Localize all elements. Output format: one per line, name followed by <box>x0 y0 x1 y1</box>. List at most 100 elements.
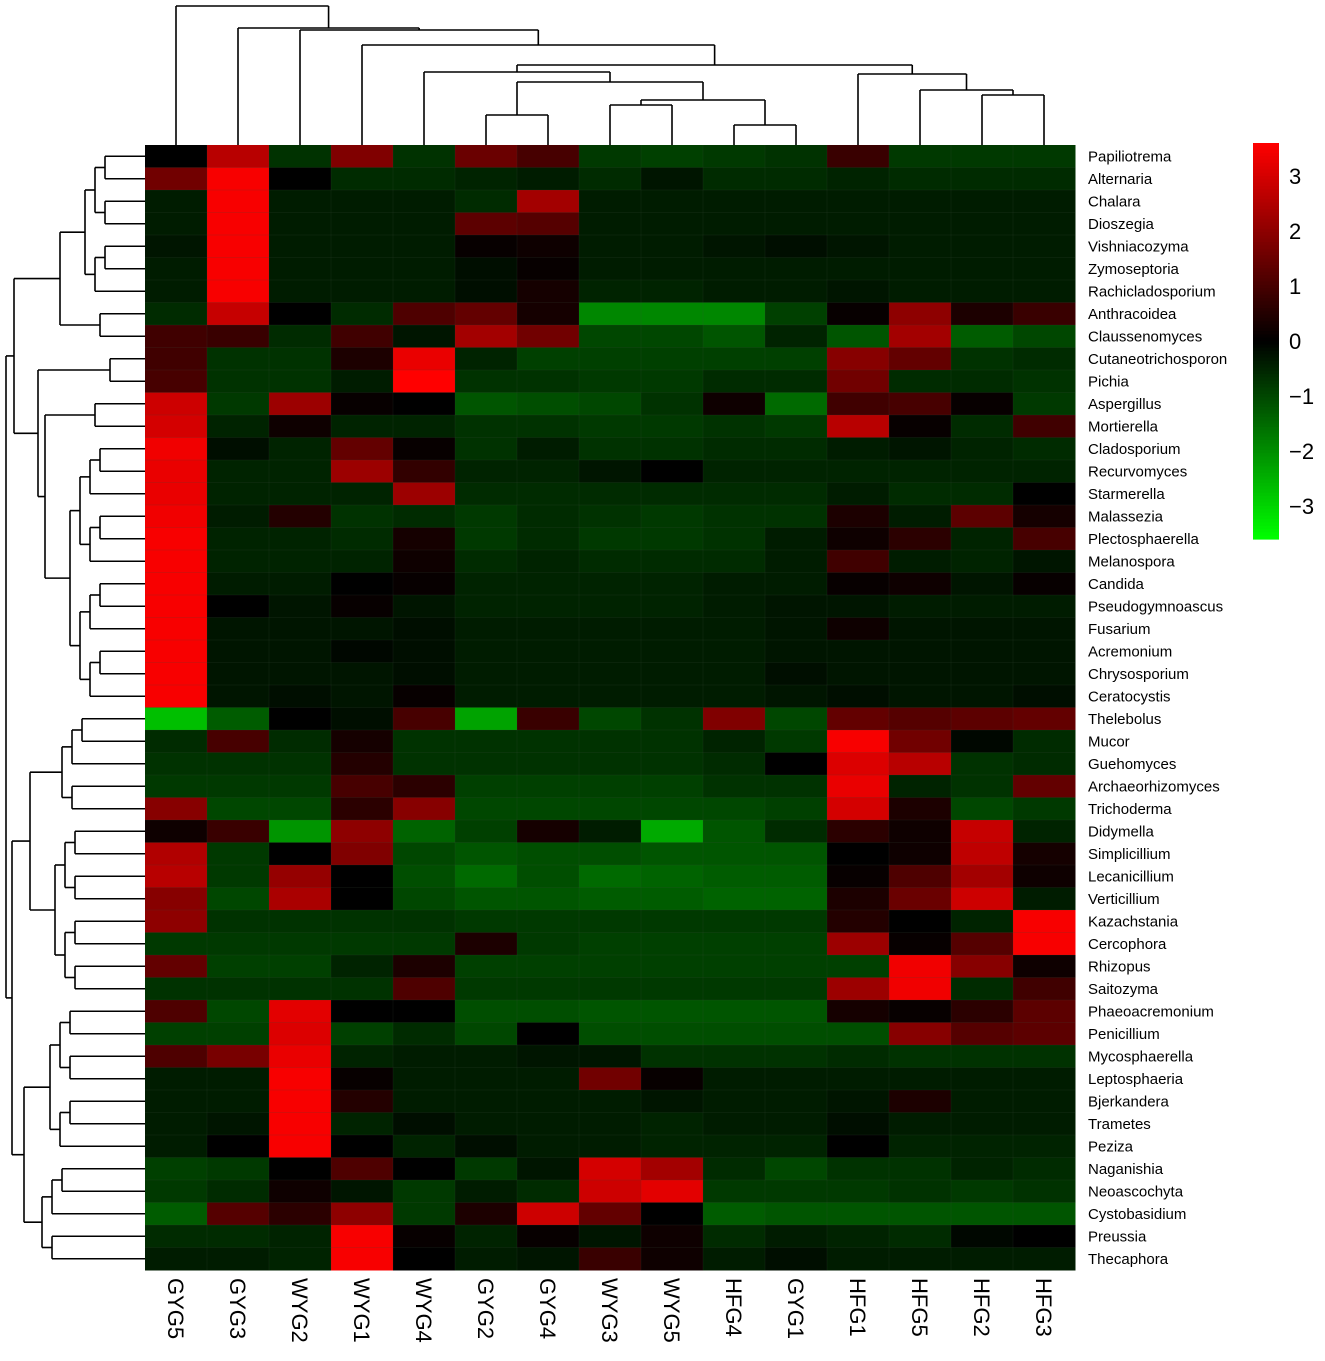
heatmap-cell <box>827 145 890 168</box>
heatmap-cell <box>331 1202 394 1226</box>
row-label: Mycosphaerella <box>1088 1048 1194 1065</box>
heatmap-cell <box>765 662 828 686</box>
heatmap-cell <box>455 1045 518 1068</box>
heatmap-cell <box>145 662 208 686</box>
legend-swatch <box>1253 228 1279 233</box>
heatmap-cell <box>703 707 766 731</box>
heatmap-cell <box>455 932 518 956</box>
heatmap-cell <box>1013 1157 1076 1181</box>
heatmap-cell <box>393 1202 456 1226</box>
heatmap-cell <box>641 505 704 528</box>
heatmap-cell <box>951 752 1014 776</box>
heatmap-cell <box>951 302 1014 326</box>
legend-swatch <box>1253 400 1279 405</box>
heatmap-cell <box>517 820 580 843</box>
heatmap-cell <box>269 932 332 956</box>
heatmap-cell <box>331 550 394 573</box>
column-label: HFG4 <box>721 1278 746 1337</box>
heatmap-cell <box>641 797 704 821</box>
heatmap-cell <box>889 325 952 348</box>
heatmap-cell <box>393 235 456 258</box>
heatmap-cell <box>145 842 208 866</box>
heatmap-cell <box>1013 707 1076 731</box>
heatmap-cell <box>145 527 208 551</box>
heatmap-cell <box>331 370 394 393</box>
heatmap-cell <box>1013 1247 1076 1271</box>
heatmap-cell <box>951 617 1014 641</box>
heatmap-cell <box>703 797 766 821</box>
heatmap-cell <box>1013 1067 1076 1091</box>
heatmap-cell <box>827 1135 890 1158</box>
heatmap-cell <box>889 1247 952 1271</box>
legend-tick-label: 2 <box>1289 219 1301 244</box>
heatmap-cell <box>269 1202 332 1226</box>
heatmap-cell <box>145 1022 208 1046</box>
heatmap-cell <box>765 707 828 731</box>
legend-swatch <box>1253 486 1279 491</box>
heatmap-cell <box>703 685 766 708</box>
heatmap-cell <box>393 550 456 573</box>
heatmap-cell <box>765 1090 828 1113</box>
heatmap-cell <box>269 1067 332 1091</box>
heatmap-cell <box>517 1112 580 1136</box>
heatmap-cell <box>579 910 642 933</box>
row-label: Penicillium <box>1088 1026 1160 1043</box>
heatmap-cell <box>517 1202 580 1226</box>
heatmap-cell <box>827 640 890 663</box>
heatmap-cell <box>641 662 704 686</box>
heatmap-cell <box>951 707 1014 731</box>
heatmap-cell <box>889 595 952 618</box>
heatmap-cell <box>579 685 642 708</box>
legend-swatch <box>1253 466 1279 471</box>
heatmap-cell <box>579 325 642 348</box>
heatmap-cell <box>517 1045 580 1068</box>
row-label: Didymella <box>1088 823 1155 840</box>
row-label: Starmerella <box>1088 486 1165 503</box>
heatmap-cell <box>1013 145 1076 168</box>
legend-swatch <box>1253 294 1279 299</box>
heatmap-cell <box>207 347 270 371</box>
heatmap-cell <box>269 572 332 596</box>
heatmap-cell <box>393 415 456 438</box>
heatmap-cell <box>703 932 766 956</box>
heatmap-cell <box>517 955 580 978</box>
heatmap-cell <box>331 1247 394 1271</box>
heatmap-cell <box>703 865 766 888</box>
heatmap-cell <box>331 1000 394 1023</box>
legend-swatch <box>1253 489 1279 494</box>
heatmap-cell <box>145 437 208 461</box>
heatmap-cell <box>579 1247 642 1271</box>
heatmap-cell <box>951 865 1014 888</box>
heatmap-cell <box>145 347 208 371</box>
legend-swatch <box>1253 337 1279 342</box>
heatmap-cell <box>393 640 456 663</box>
row-label: Cutaneotrichosporon <box>1088 351 1227 368</box>
heatmap-cell <box>331 1112 394 1136</box>
heatmap-cell <box>641 1180 704 1203</box>
heatmap-cell <box>455 1112 518 1136</box>
heatmap-cell <box>1013 685 1076 708</box>
heatmap-cell <box>331 640 394 663</box>
heatmap-cell <box>765 595 828 618</box>
heatmap-cell <box>517 1157 580 1181</box>
heatmap-cell <box>579 1180 642 1203</box>
heatmap-cell <box>765 167 828 191</box>
row-label: Neoascochyta <box>1088 1183 1184 1200</box>
heatmap-cell <box>331 167 394 191</box>
heatmap-cell <box>703 1157 766 1181</box>
heatmap-cell <box>765 325 828 348</box>
heatmap-cell <box>393 1112 456 1136</box>
legend-swatch <box>1253 476 1279 481</box>
column-label: WYG4 <box>411 1278 436 1343</box>
heatmap-cell <box>393 527 456 551</box>
heatmap-cell <box>889 1112 952 1136</box>
heatmap-cell <box>703 1000 766 1023</box>
heatmap-cell <box>331 415 394 438</box>
heatmap-cell <box>703 1112 766 1136</box>
heatmap-cell <box>207 932 270 956</box>
heatmap-cell <box>269 752 332 776</box>
row-label: Recurvomyces <box>1088 463 1187 480</box>
heatmap-cell <box>951 595 1014 618</box>
heatmap-cell <box>641 370 704 393</box>
row-label: Vishniacozyma <box>1088 238 1189 255</box>
